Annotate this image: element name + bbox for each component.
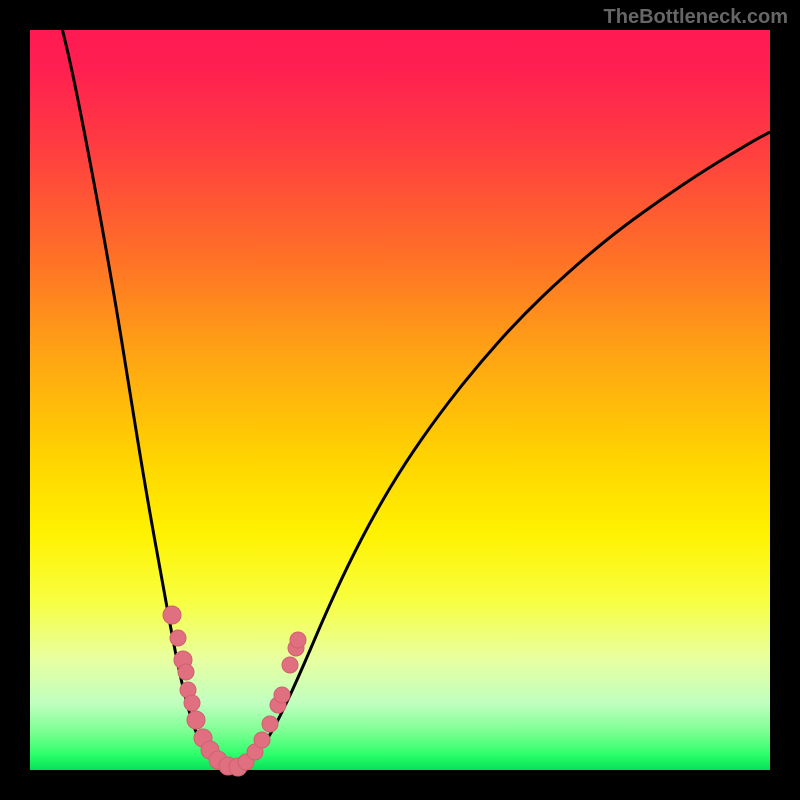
gradient-background bbox=[30, 30, 770, 770]
plot-area bbox=[30, 30, 770, 770]
watermark-text: TheBottleneck.com bbox=[604, 6, 788, 29]
chart-container: TheBottleneck.com bbox=[0, 0, 800, 800]
